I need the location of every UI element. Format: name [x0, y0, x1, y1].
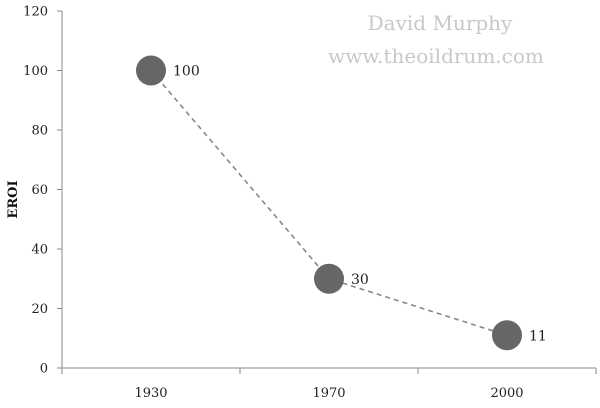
x-tick-label: 1970: [312, 386, 345, 401]
x-tick-label: 1930: [134, 386, 167, 401]
y-tick-label: 0: [40, 362, 48, 377]
y-tick-label: 100: [23, 64, 48, 79]
x-tick-label: 2000: [490, 386, 523, 401]
data-label-1970: 30: [351, 272, 369, 288]
y-tick-label: 60: [31, 183, 48, 198]
y-ticks: 0 20 40 60 80 100 120: [23, 5, 62, 377]
data-point-2000: [492, 320, 522, 351]
data-point-1930: [136, 55, 166, 86]
series-line: [150, 69, 508, 337]
x-ticks: 1930 1970 2000: [61, 368, 597, 401]
data-label-2000: 11: [529, 328, 547, 344]
series-eroi: 100 30 11: [136, 55, 547, 351]
watermark-site: www.theoildrum.com: [328, 44, 544, 68]
y-tick-label: 120: [23, 5, 48, 20]
y-tick-label: 20: [31, 302, 48, 317]
data-point-1970: [314, 263, 344, 294]
y-axis-title: EROI: [6, 180, 21, 218]
data-label-1930: 100: [173, 64, 200, 80]
y-tick-label: 40: [31, 243, 48, 258]
watermark-author: David Murphy: [368, 11, 513, 35]
y-tick-label: 80: [31, 124, 48, 139]
watermark: David Murphy www.theoildrum.com: [328, 11, 544, 68]
